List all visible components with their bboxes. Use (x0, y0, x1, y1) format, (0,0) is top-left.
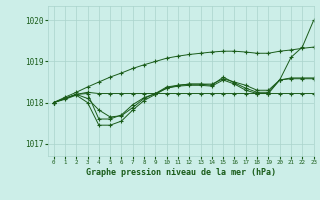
X-axis label: Graphe pression niveau de la mer (hPa): Graphe pression niveau de la mer (hPa) (86, 168, 276, 177)
